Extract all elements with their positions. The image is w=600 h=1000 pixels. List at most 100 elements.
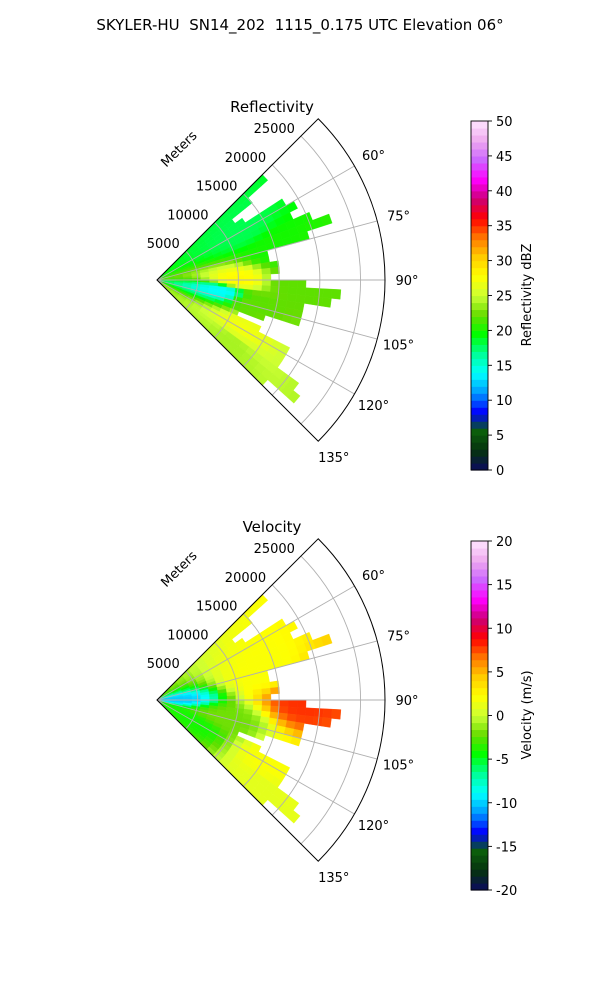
field-cell bbox=[322, 708, 333, 719]
colorbar-segment bbox=[471, 547, 488, 556]
panel-reflectivity: Reflectivity 5000 10000 15000 20000 25000 60°… bbox=[147, 98, 535, 479]
field-cell bbox=[261, 279, 272, 287]
range-tick-label: 20000 bbox=[225, 151, 266, 166]
field-cell bbox=[261, 273, 272, 281]
colorbar-segment bbox=[471, 372, 488, 380]
azimuth-gridline bbox=[156, 279, 355, 395]
colorbar-segment bbox=[471, 736, 488, 745]
field-cell bbox=[270, 699, 280, 707]
colorbar-segment bbox=[471, 274, 488, 283]
field-cell bbox=[287, 286, 298, 295]
colorbar-segment bbox=[471, 267, 488, 276]
azimuth-tick-label: 135° bbox=[318, 451, 349, 466]
range-tick-label: 25000 bbox=[254, 542, 295, 557]
colorbar-segment bbox=[471, 722, 488, 731]
colorbar-tick-label: 5 bbox=[496, 666, 504, 681]
field-cell bbox=[243, 269, 254, 276]
colorbar-tick-label: 0 bbox=[496, 464, 504, 479]
field-cell bbox=[261, 267, 272, 275]
field-cell bbox=[235, 270, 245, 277]
field-cell bbox=[217, 272, 228, 277]
colorbar-segment bbox=[471, 610, 488, 619]
colorbar-segment bbox=[471, 134, 488, 143]
colorbar-segment bbox=[471, 141, 488, 150]
field-cell bbox=[253, 694, 263, 701]
colorbar-segment bbox=[471, 582, 488, 591]
colorbar-segment bbox=[471, 687, 488, 696]
azimuth-gridline bbox=[156, 699, 355, 815]
field-cell bbox=[226, 271, 237, 277]
azimuth-tick-label: 120° bbox=[358, 399, 389, 414]
colorbar-segment bbox=[471, 659, 488, 668]
field-cell bbox=[235, 699, 245, 705]
colorbar-segment bbox=[471, 554, 488, 563]
colorbar-segment bbox=[471, 666, 488, 675]
colorbar-segment bbox=[471, 617, 488, 626]
colorbar-segment bbox=[471, 541, 488, 549]
colorbar-segment bbox=[471, 645, 488, 654]
colorbar-segment bbox=[471, 197, 488, 206]
colorbar-segment bbox=[471, 337, 488, 345]
field-cell bbox=[296, 707, 307, 716]
colorbar-segment bbox=[471, 883, 488, 891]
colorbar-tick-label: 45 bbox=[496, 150, 513, 165]
colorbar-segment bbox=[471, 121, 488, 129]
colorbar: 0 5 10 15 20 25 30 35 40 45 50 bbox=[470, 115, 513, 479]
colorbar-segment bbox=[471, 764, 488, 772]
range-tick-label: 10000 bbox=[167, 208, 208, 223]
azimuth-tick-label: 60° bbox=[362, 569, 385, 584]
field-cell bbox=[305, 707, 315, 717]
range-tick-label: 5000 bbox=[147, 237, 180, 252]
colorbar-tick-label: 50 bbox=[496, 115, 513, 130]
azimuth-tick-label: 75° bbox=[387, 209, 410, 224]
colorbar-label: Velocity (m/s) bbox=[520, 670, 535, 759]
colorbar-tick-label: 25 bbox=[496, 290, 513, 305]
colorbar-segment bbox=[471, 834, 488, 842]
colorbar-tick-label: 40 bbox=[496, 185, 513, 200]
colorbar-label: Reflectivity dBZ bbox=[520, 244, 535, 347]
field-cell bbox=[305, 287, 315, 297]
azimuth-tick-label: 105° bbox=[383, 759, 414, 774]
colorbar-segment bbox=[471, 400, 488, 408]
field-cell bbox=[226, 695, 237, 701]
field-cell bbox=[260, 681, 271, 690]
colorbar-segment bbox=[471, 218, 488, 227]
azimuth-tick-label: 90° bbox=[395, 694, 418, 709]
colorbar-segment bbox=[471, 323, 488, 331]
colorbar-segment bbox=[471, 379, 488, 387]
field-cell bbox=[244, 279, 254, 286]
range-tick-label: 15000 bbox=[196, 600, 237, 615]
field-cell bbox=[253, 274, 263, 281]
panel-velocity: Velocity 5000 10000 15000 20000 25000 60° 75° 9… bbox=[147, 518, 535, 899]
colorbar-segment bbox=[471, 414, 488, 422]
field-cell bbox=[321, 717, 332, 728]
colorbar-segment bbox=[471, 309, 488, 318]
colorbar-segment bbox=[471, 841, 488, 849]
range-tick-label: 15000 bbox=[196, 180, 237, 195]
field-cell bbox=[217, 692, 228, 697]
colorbar-segment bbox=[471, 288, 488, 297]
colorbar-segment bbox=[471, 232, 488, 241]
colorbar-segment bbox=[471, 183, 488, 192]
colorbar-segment bbox=[471, 729, 488, 738]
panel-title: Velocity bbox=[243, 518, 302, 536]
field-cell bbox=[287, 706, 298, 715]
field-cell bbox=[243, 689, 254, 696]
field-cell bbox=[331, 288, 342, 300]
colorbar-segment bbox=[471, 701, 488, 710]
field-cell bbox=[287, 390, 301, 404]
colorbar-segment bbox=[471, 673, 488, 682]
field-cell bbox=[226, 691, 237, 697]
colorbar-segment bbox=[471, 246, 488, 255]
colorbar-segment bbox=[471, 694, 488, 703]
colorbar-segment bbox=[471, 862, 488, 870]
azimuth-gridline bbox=[156, 640, 378, 701]
colorbar-segment bbox=[471, 708, 488, 717]
colorbar-segment bbox=[471, 575, 488, 584]
colorbar-segment bbox=[471, 638, 488, 647]
colorbar-segment bbox=[471, 260, 488, 269]
azimuth-tick-label: 135° bbox=[318, 871, 349, 886]
field-cell bbox=[322, 288, 333, 299]
colorbar-segment bbox=[471, 428, 488, 436]
